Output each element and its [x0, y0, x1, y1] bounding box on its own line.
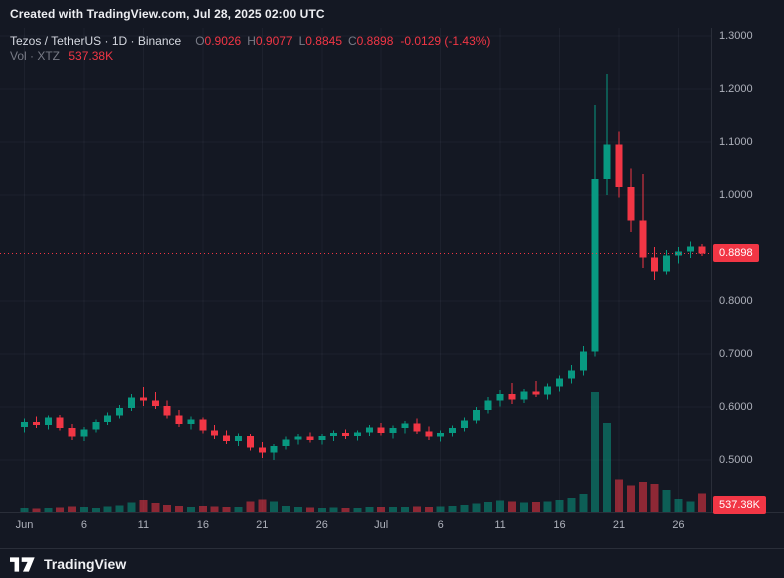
attribution-text: Created with TradingView.com, Jul 28, 20…	[10, 7, 325, 21]
time-axis-label: 21	[256, 519, 269, 531]
low-value: 0.8845	[305, 34, 342, 48]
volume-label: Vol · XTZ	[10, 49, 61, 63]
price-axis-label: 0.7000	[719, 348, 753, 360]
open-value: 0.9026	[204, 34, 242, 48]
high-value: 0.9077	[255, 34, 293, 48]
close-value: 0.8898	[356, 34, 394, 48]
chart-legend: Tezos / TetherUS · 1D · Binance O0.9026 H0…	[10, 34, 490, 64]
time-axis-label: 6	[437, 519, 444, 531]
time-axis-label: 16	[196, 519, 209, 531]
price-axis-label: 1.1000	[719, 136, 753, 148]
time-axis-label: 11	[137, 519, 150, 531]
time-axis-label: 26	[672, 519, 685, 531]
price-axis-label: 0.5000	[719, 454, 753, 466]
high-label: H	[247, 34, 256, 48]
last-price-badge: 0.8898	[713, 244, 759, 263]
legend-symbol-row: Tezos / TetherUS · 1D · Binance O0.9026 H0…	[10, 34, 490, 49]
change-value: -0.0129 (-1.43%)	[400, 34, 491, 48]
price-chart-canvas[interactable]	[0, 28, 784, 548]
attribution-bar: Created with TradingView.com, Jul 28, 20…	[0, 0, 784, 28]
time-axis-label: Jun	[15, 519, 34, 531]
last-volume-badge: 537.38K	[713, 496, 766, 514]
time-axis-label: 26	[315, 519, 328, 531]
legend-volume-row: Vol · XTZ 537.38K	[10, 49, 490, 64]
open-label: O	[195, 34, 205, 48]
time-axis-label: 6	[80, 519, 87, 531]
time-axis-label: 21	[612, 519, 626, 531]
low-label: L	[298, 34, 306, 48]
price-axis-label: 1.3000	[719, 30, 753, 42]
price-axis-label: 0.8000	[719, 295, 753, 307]
price-axis-label: 0.6000	[719, 401, 753, 413]
footer-bar: TradingView	[0, 548, 784, 578]
time-axis-label: 11	[494, 519, 506, 531]
brand-name[interactable]: TradingView	[44, 556, 127, 572]
price-axis-label: 1.0000	[719, 189, 753, 201]
close-label: C	[348, 34, 357, 48]
volume-value: 537.38K	[68, 49, 114, 63]
tradingview-logo-icon[interactable]	[10, 556, 36, 572]
time-axis-label: 16	[553, 519, 566, 531]
time-axis-label: Jul	[374, 519, 389, 531]
price-axis-label: 1.2000	[719, 83, 753, 95]
symbol-title[interactable]: Tezos / TetherUS · 1D · Binance	[10, 34, 182, 48]
chart-pane[interactable]: Tezos / TetherUS · 1D · Binance O0.9026 H0…	[0, 28, 784, 548]
